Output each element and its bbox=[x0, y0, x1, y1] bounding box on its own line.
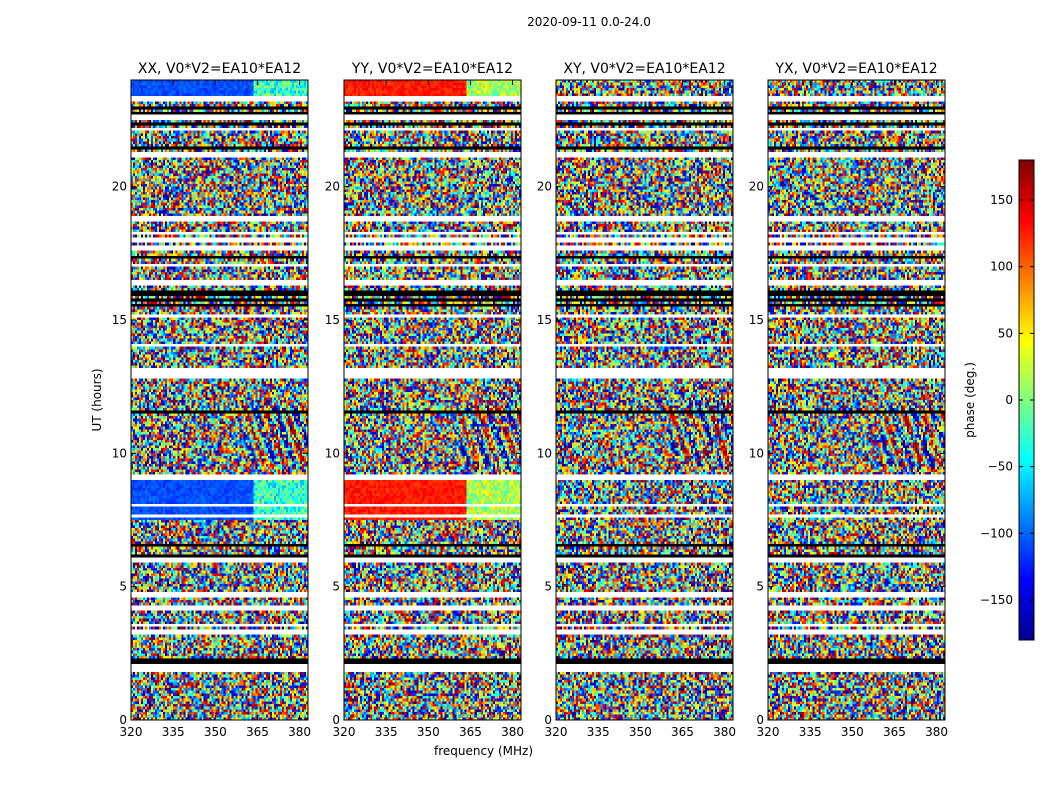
x-tick-label: 350 bbox=[629, 725, 652, 739]
colorbar-tick-label: 50 bbox=[998, 326, 1013, 340]
x-tick-label: 380 bbox=[925, 725, 948, 739]
panel-title: YY, V0*V2=EA10*EA12 bbox=[351, 61, 513, 77]
colorbar-tick-label: −50 bbox=[988, 460, 1013, 474]
colorbar-tick-label: 150 bbox=[990, 193, 1013, 207]
x-tick-label: 335 bbox=[587, 725, 610, 739]
x-tick-label: 365 bbox=[459, 725, 482, 739]
y-tick-label: 5 bbox=[544, 580, 552, 594]
x-tick-label: 365 bbox=[671, 725, 694, 739]
figure-title: 2020-09-11 0.0-24.0 bbox=[527, 15, 651, 29]
x-tick-label: 320 bbox=[757, 725, 780, 739]
heatmap-raster bbox=[768, 80, 945, 720]
x-tick-label: 380 bbox=[501, 725, 524, 739]
panel-title: XY, V0*V2=EA10*EA12 bbox=[563, 61, 725, 77]
y-tick-label: 10 bbox=[749, 446, 764, 460]
panel-title: XX, V0*V2=EA10*EA12 bbox=[138, 61, 301, 77]
y-tick-label: 20 bbox=[537, 180, 552, 194]
heatmap-raster bbox=[556, 80, 733, 720]
x-tick-label: 320 bbox=[120, 725, 143, 739]
panel-0: XX, V0*V2=EA10*EA12 320 335 350 365 380 0 5 10 15… bbox=[90, 61, 311, 739]
x-tick-label: 335 bbox=[162, 725, 185, 739]
panels: XX, V0*V2=EA10*EA12 320 335 350 365 380 0 5 10 15… bbox=[90, 61, 948, 758]
heatmap-raster bbox=[344, 80, 521, 720]
x-tick-label: 335 bbox=[375, 725, 398, 739]
panel-title: YX, V0*V2=EA10*EA12 bbox=[774, 61, 937, 77]
panel-frame bbox=[130, 79, 309, 721]
y-tick-label: 5 bbox=[119, 580, 127, 594]
colorbar-ticks: 150 100 50 0 −50 −100 −150 bbox=[980, 193, 1034, 607]
y-tick-label: 15 bbox=[749, 313, 764, 327]
x-tick-label: 350 bbox=[417, 725, 440, 739]
colorbar-tick-label: 100 bbox=[990, 260, 1013, 274]
panel-frame bbox=[343, 79, 522, 721]
colorbar-tick-label: −150 bbox=[980, 593, 1013, 607]
y-tick-label: 20 bbox=[112, 180, 127, 194]
y-tick-label: 20 bbox=[325, 180, 340, 194]
y-tick-label: 10 bbox=[537, 446, 552, 460]
y-tick-label: 0 bbox=[119, 713, 127, 727]
x-tick-label: 320 bbox=[333, 725, 356, 739]
x-tick-label: 365 bbox=[883, 725, 906, 739]
x-tick-label: 350 bbox=[841, 725, 864, 739]
x-tick-label: 380 bbox=[713, 725, 736, 739]
y-tick-label: 0 bbox=[332, 713, 340, 727]
heatmap-raster bbox=[131, 80, 308, 720]
panel-frame bbox=[767, 79, 946, 721]
y-tick-label: 0 bbox=[544, 713, 552, 727]
x-tick-label: 365 bbox=[246, 725, 269, 739]
y-tick-label: 15 bbox=[537, 313, 552, 327]
colorbar-label: phase (deg.) bbox=[963, 362, 977, 438]
x-tick-label: 335 bbox=[799, 725, 822, 739]
x-tick-label: 350 bbox=[204, 725, 227, 739]
panel-1: YY, V0*V2=EA10*EA12 320 335 350 365 380 0 5 10 15… bbox=[325, 61, 533, 758]
y-tick-label: 10 bbox=[325, 446, 340, 460]
panel-frame bbox=[555, 79, 734, 721]
y-axis-label: UT (hours) bbox=[90, 368, 104, 431]
y-tick-label: 15 bbox=[325, 313, 340, 327]
colorbar-tick-label: −100 bbox=[980, 526, 1013, 540]
x-axis-label: frequency (MHz) bbox=[434, 744, 533, 758]
y-tick-label: 5 bbox=[332, 580, 340, 594]
y-tick-label: 10 bbox=[112, 446, 127, 460]
colorbar: 150 100 50 0 −50 −100 −150 phase (deg.) bbox=[963, 159, 1035, 641]
colorbar-tick-label: 0 bbox=[1005, 393, 1013, 407]
x-tick-label: 320 bbox=[545, 725, 568, 739]
y-tick-label: 5 bbox=[756, 580, 764, 594]
x-tick-label: 380 bbox=[288, 725, 311, 739]
y-tick-label: 15 bbox=[112, 313, 127, 327]
panel-2: XY, V0*V2=EA10*EA12 320 335 350 365 380 0 5 10 15… bbox=[537, 61, 736, 739]
y-tick-label: 0 bbox=[756, 713, 764, 727]
y-tick-label: 20 bbox=[749, 180, 764, 194]
panel-3: YX, V0*V2=EA10*EA12 320 335 350 365 380 0 5 10 15… bbox=[749, 61, 948, 739]
